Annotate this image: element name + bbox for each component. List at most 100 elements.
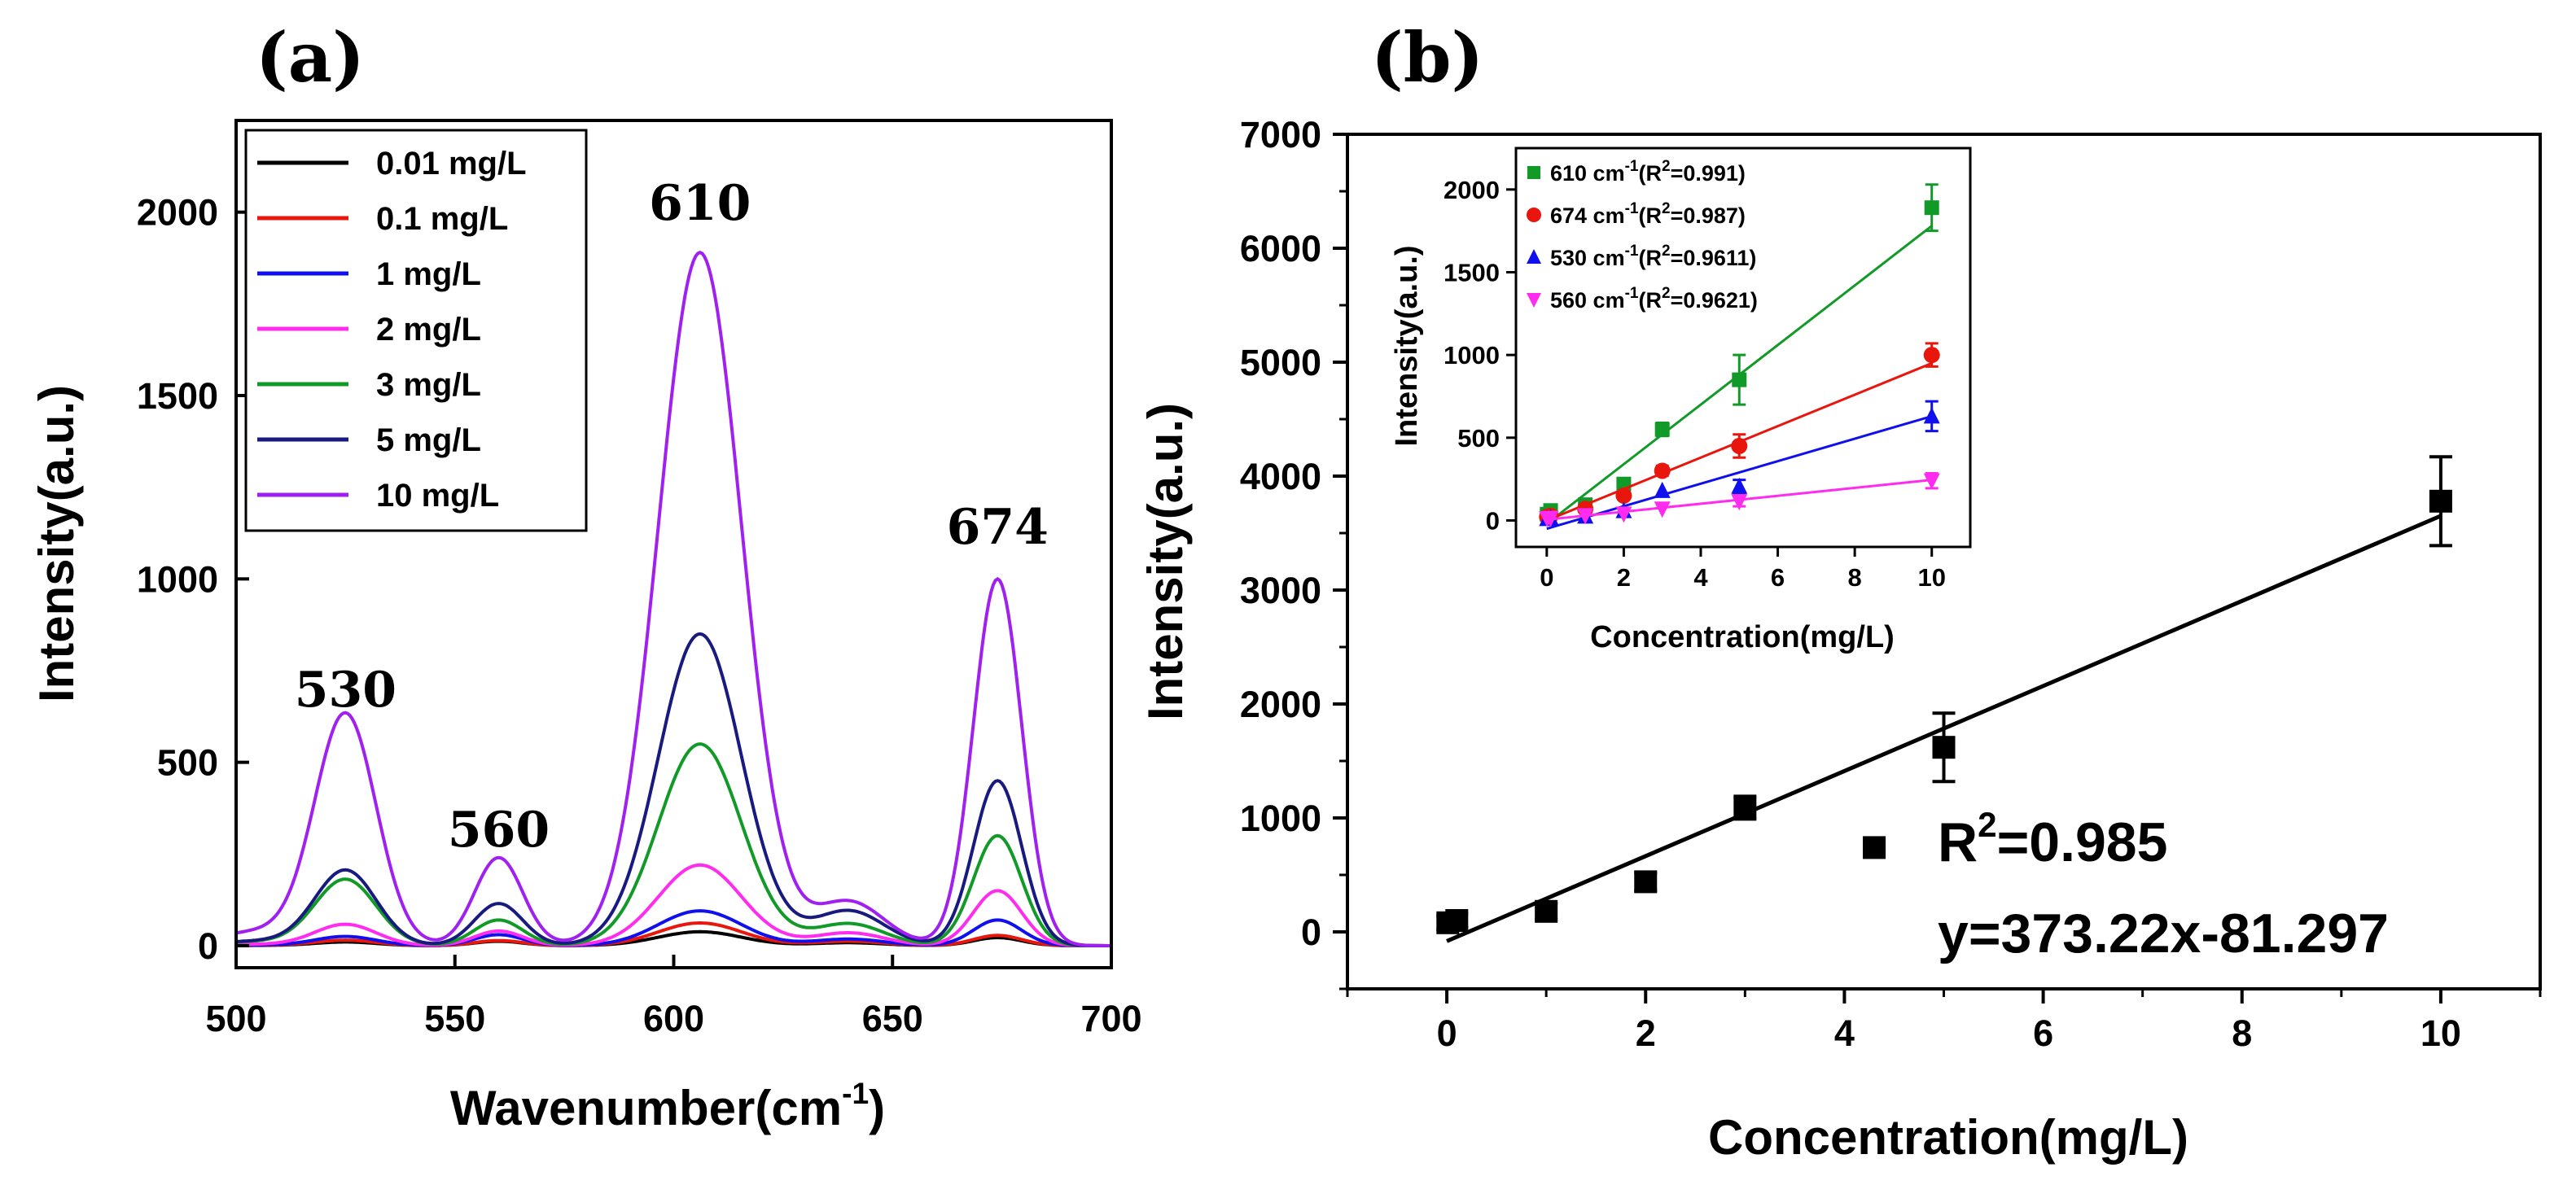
peak-label-674: 674 xyxy=(947,499,1049,556)
inset-ticks: 0 2 4 6 8 10 0 500 1000 1500 2000 xyxy=(1444,176,1946,592)
panel-a-xlabel: Wavenumber(cm-1) xyxy=(450,1076,885,1135)
inset-legend-part-name_r2_pre: (R xyxy=(1638,203,1662,228)
series-line-5 xyxy=(235,632,1111,947)
panel-a-ticks: 500 550 600 650 700 0 500 1000 1500 2000 xyxy=(137,192,1142,1039)
inset-point-0-4 xyxy=(1654,422,1670,437)
series-line-3 xyxy=(236,863,1111,947)
inset-x-tick-label: 8 xyxy=(1848,563,1862,592)
series-line-1 xyxy=(236,920,1111,947)
legend-label-0: 0.01 mg/L xyxy=(376,146,527,181)
y-tick-label: 1000 xyxy=(1240,798,1321,839)
panel-b-ylabel: Intensity(a.u.) xyxy=(1138,403,1193,720)
peak-label-530: 530 xyxy=(295,662,396,719)
inset-point-3-2 xyxy=(1577,508,1594,525)
peak-label-560: 560 xyxy=(448,802,550,859)
y-tick-label: 2000 xyxy=(137,192,218,234)
inset-y-tick-label: 1500 xyxy=(1444,258,1500,286)
data-point-4 xyxy=(1733,796,1757,820)
inset-legend: 610 cm-1(R2=0.991)674 cm-1(R2=0.987)530 … xyxy=(1527,158,1758,313)
series-line-4 xyxy=(235,742,1111,947)
inset-xlabel: Concentration(mg/L) xyxy=(1590,620,1895,654)
y-tick-label: 1500 xyxy=(137,375,218,417)
inset-x-tick-label: 0 xyxy=(1540,563,1553,592)
panel-a-series-group xyxy=(235,251,1111,947)
x-tick-label: 4 xyxy=(1834,1012,1855,1054)
inset-legend-label-3: 560 cm-1(R2=0.9621) xyxy=(1550,285,1758,313)
series-line-6 xyxy=(235,251,1111,947)
data-point-7 xyxy=(2429,489,2452,513)
inset-legend-part-name_sup: -1 xyxy=(1625,200,1639,217)
inset-point-2-6 xyxy=(1923,407,1940,424)
inset-legend-part-name_r2_post: =0.991) xyxy=(1671,161,1746,186)
inset-point-3-3 xyxy=(1615,506,1632,523)
y-tick-label: 6000 xyxy=(1240,228,1321,269)
panel-a-legend: 0.01 mg/L 0.1 mg/L 1 mg/L 2 mg/L 3 mg/L 5 mg/… xyxy=(257,146,527,514)
fit-equation-annotation: y=373.22x-81.297 xyxy=(1938,903,2389,964)
inset-legend-part-name_pre: 560 cm xyxy=(1550,288,1625,313)
inset-plot-frame xyxy=(1514,146,1972,549)
inset-legend-part-name_r2_post: =0.9621) xyxy=(1671,288,1758,313)
peak-label-610: 610 xyxy=(649,175,751,232)
inset-x-tick-label: 2 xyxy=(1617,563,1631,592)
inset-ylabel: Intensity(a.u.) xyxy=(1390,245,1424,446)
inset-legend-part-name_r2_sup: 2 xyxy=(1662,200,1671,217)
legend-label-2: 1 mg/L xyxy=(376,256,481,292)
panel-a-label: (a) xyxy=(256,17,365,98)
y-tick-label: 0 xyxy=(1301,912,1321,953)
inset-point-1-5 xyxy=(1731,437,1748,454)
legend-label-4: 3 mg/L xyxy=(376,367,481,403)
inset-x-tick-label: 4 xyxy=(1693,563,1708,592)
inset-x-tick-label: 10 xyxy=(1917,563,1945,592)
inset-legend-label-1: 674 cm-1(R2=0.987) xyxy=(1550,200,1746,228)
data-point-1 xyxy=(1445,909,1469,932)
data-point-2 xyxy=(1535,899,1558,923)
legend-label-3: 2 mg/L xyxy=(376,312,481,348)
inset-point-0-6 xyxy=(1924,200,1939,216)
inset-point-1-3 xyxy=(1615,487,1632,504)
x-tick-label: 10 xyxy=(2420,1012,2461,1054)
inset-x-tick-label: 6 xyxy=(1771,563,1785,592)
x-tick-label: 2 xyxy=(1636,1012,1656,1054)
inset-legend-part-name_r2_sup: 2 xyxy=(1662,158,1671,175)
inset-legend-part-name_pre: 674 cm xyxy=(1550,203,1625,228)
inset-legend-marker-2 xyxy=(1527,249,1541,264)
inset-y-tick-label: 0 xyxy=(1486,506,1500,535)
panel-a: (a) 530 560 610 674 500 550 600 650 700 0 500 1000… xyxy=(29,17,1142,1135)
inset-legend-part-name_sup: -1 xyxy=(1625,243,1639,260)
x-tick-label: 6 xyxy=(2033,1012,2053,1054)
r2-annotation-base: R xyxy=(1938,811,1978,873)
panel-b-data-group xyxy=(1436,455,2452,943)
inset-legend-part-name_r2_post: =0.987) xyxy=(1671,203,1746,228)
panel-b-xlabel: Concentration(mg/L) xyxy=(1708,1110,2188,1165)
inset-legend-label-0: 610 cm-1(R2=0.991) xyxy=(1550,158,1746,186)
y-tick-label: 500 xyxy=(157,742,218,784)
inset-legend-marker-3 xyxy=(1527,293,1541,308)
inset-legend-part-name_pre: 530 cm xyxy=(1550,246,1625,270)
legend-label-5: 5 mg/L xyxy=(376,422,481,458)
inset-legend-part-name_sup: -1 xyxy=(1625,158,1639,175)
inset-fit-line-2 xyxy=(1546,414,1933,531)
x-tick-label: 600 xyxy=(643,998,704,1039)
panel-a-peak-labels: 530 560 610 674 xyxy=(295,175,1049,859)
r2-annotation-sup: 2 xyxy=(1978,806,1996,844)
series-line-2 xyxy=(236,909,1111,947)
panel-a-ylabel: Intensity(a.u.) xyxy=(29,385,84,702)
inset-legend-part-name_r2_post: =0.9611) xyxy=(1671,246,1757,270)
y-tick-label: 3000 xyxy=(1240,570,1321,611)
panel-a-xlabel-sup: -1 xyxy=(842,1076,869,1110)
x-tick-label: 700 xyxy=(1080,998,1141,1039)
inset-legend-part-name_r2_pre: (R xyxy=(1638,246,1662,270)
y-tick-label: 1000 xyxy=(137,558,218,600)
y-tick-label: 4000 xyxy=(1240,456,1321,497)
x-tick-label: 550 xyxy=(424,998,485,1039)
inset-y-tick-label: 1000 xyxy=(1444,341,1500,369)
inset-legend-part-name_r2_sup: 2 xyxy=(1662,243,1671,260)
inset-point-3-6 xyxy=(1923,473,1940,490)
inset-point-1-4 xyxy=(1654,462,1671,479)
inset-data-group xyxy=(1539,183,1940,531)
inset-y-tick-label: 500 xyxy=(1457,424,1500,453)
data-point-5 xyxy=(1863,836,1886,859)
x-tick-label: 8 xyxy=(2232,1012,2252,1054)
